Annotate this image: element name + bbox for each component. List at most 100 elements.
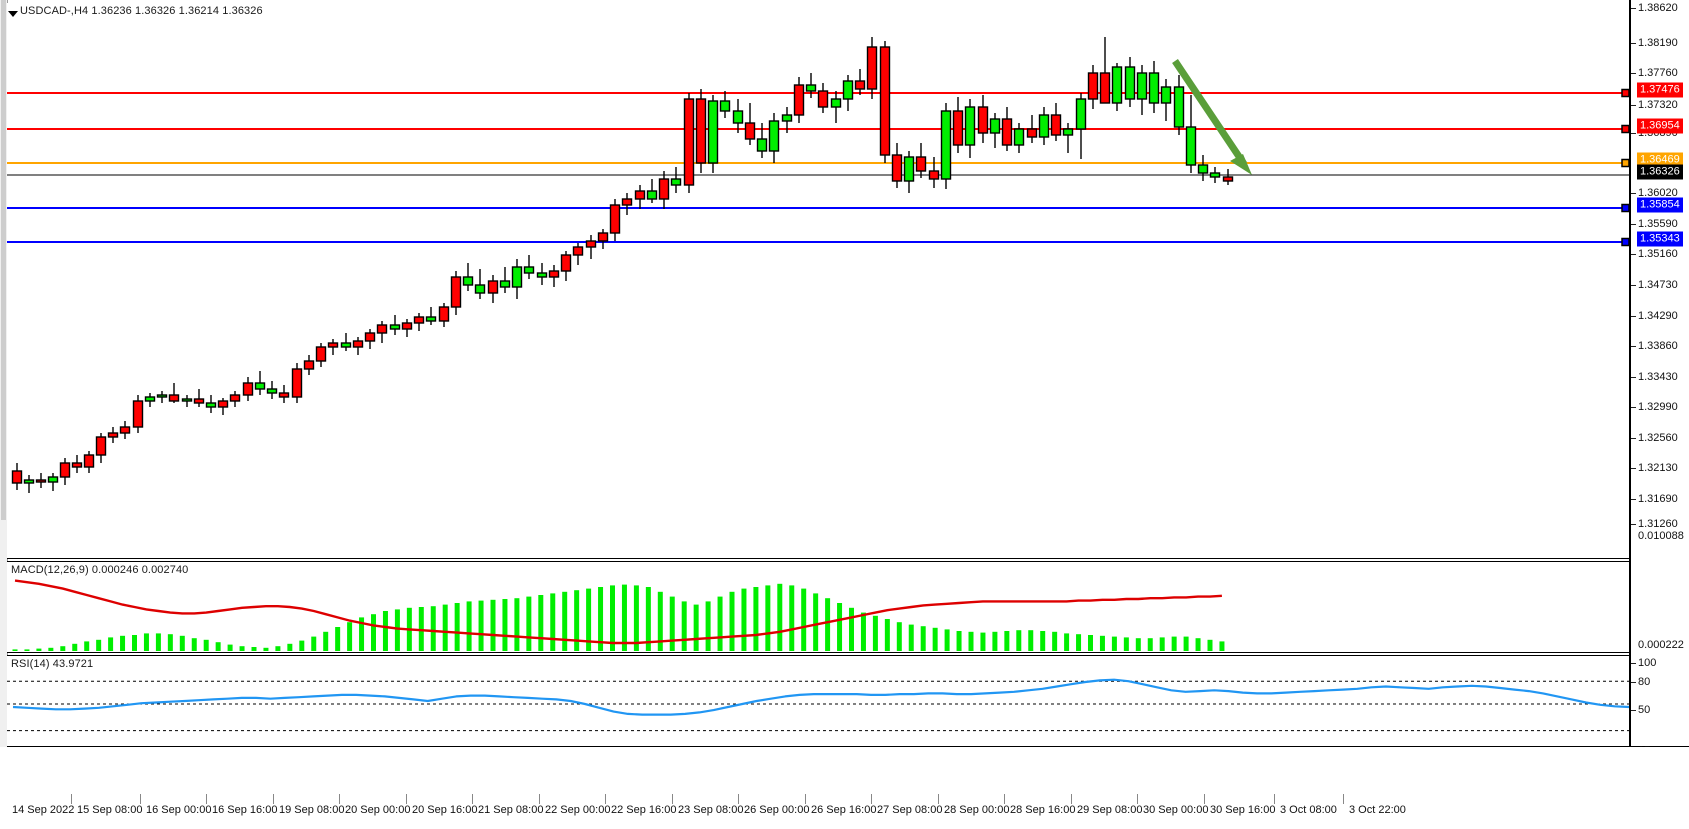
price-level-badge-red[interactable]: 1.36954 bbox=[1637, 118, 1683, 134]
candle-body bbox=[646, 190, 658, 200]
macd-histogram-bar bbox=[717, 596, 723, 651]
macd-histogram-bar bbox=[143, 633, 149, 651]
candle-body bbox=[474, 284, 486, 294]
macd-histogram-bar bbox=[645, 587, 651, 651]
candle bbox=[695, 89, 707, 173]
candle-body bbox=[401, 322, 413, 330]
price-tick bbox=[1631, 8, 1636, 9]
candle bbox=[1136, 65, 1148, 115]
time-axis-label: 3 Oct 08:00 bbox=[1280, 804, 1337, 816]
price-chart-pane[interactable] bbox=[7, 3, 1629, 559]
macd-histogram-bar bbox=[24, 649, 30, 651]
candle-body bbox=[303, 360, 315, 370]
candle-body bbox=[1013, 128, 1025, 146]
macd-histogram-bar bbox=[263, 647, 269, 651]
candle-body bbox=[242, 382, 254, 396]
candle bbox=[83, 451, 95, 473]
candle-body bbox=[1136, 72, 1148, 100]
price-level-badge-orange[interactable]: 1.36469 bbox=[1637, 152, 1683, 168]
macd-histogram-bar bbox=[777, 583, 783, 651]
candle-body bbox=[193, 398, 205, 404]
macd-plot bbox=[12, 579, 1225, 651]
candle-body bbox=[634, 190, 646, 200]
macd-histogram-bar bbox=[538, 595, 544, 651]
level-handle-1.36954[interactable] bbox=[1621, 124, 1629, 134]
level-handle-1.37476[interactable] bbox=[1621, 88, 1629, 98]
macd-indicator-pane[interactable] bbox=[7, 561, 1629, 653]
rsi-indicator-pane[interactable] bbox=[7, 655, 1629, 747]
scrollbar-thumb[interactable] bbox=[1, 0, 6, 520]
macd-histogram-bar bbox=[514, 598, 520, 651]
price-level-badge-red[interactable]: 1.37476 bbox=[1637, 82, 1683, 98]
macd-histogram-bar bbox=[1123, 637, 1129, 651]
candle bbox=[156, 391, 168, 403]
candle bbox=[891, 143, 903, 188]
macd-histogram-bar bbox=[1135, 638, 1141, 651]
candle-body bbox=[1026, 128, 1038, 138]
trend-arrow-annotation[interactable] bbox=[1172, 59, 1252, 175]
macd-histogram-bar bbox=[849, 607, 854, 651]
time-axis-separator bbox=[339, 794, 340, 804]
candle bbox=[11, 463, 23, 490]
time-axis-label: 23 Sep 08:00 bbox=[678, 804, 744, 816]
macd-histogram-bar bbox=[526, 596, 532, 651]
candle bbox=[1038, 107, 1050, 145]
macd-histogram-bar bbox=[1052, 631, 1058, 651]
candle-body bbox=[1038, 114, 1050, 138]
candle-body bbox=[781, 114, 793, 122]
candle bbox=[266, 381, 278, 399]
candle-body bbox=[536, 272, 548, 278]
candle bbox=[389, 315, 401, 335]
price-label: 1.38620 bbox=[1638, 2, 1678, 14]
time-axis-label: 26 Sep 00:00 bbox=[744, 804, 810, 816]
macd-histogram-bar bbox=[466, 601, 472, 651]
time-axis-separator bbox=[206, 794, 207, 804]
price-level-badge-blue[interactable]: 1.35854 bbox=[1637, 197, 1683, 213]
price-level-badge-black[interactable]: 1.36326 bbox=[1637, 164, 1683, 180]
price-tick bbox=[1631, 133, 1636, 134]
level-handle-1.35854[interactable] bbox=[1621, 203, 1629, 213]
candle-body bbox=[83, 454, 95, 468]
candlestick-plot bbox=[7, 37, 1629, 493]
triangle-down-icon[interactable] bbox=[8, 11, 18, 17]
macd-histogram-bar bbox=[1159, 637, 1165, 651]
time-axis-line bbox=[7, 746, 1689, 747]
level-handle-1.35343[interactable] bbox=[1621, 237, 1629, 247]
macd-histogram-bar bbox=[251, 647, 257, 651]
candle bbox=[952, 97, 964, 153]
time-axis[interactable]: 14 Sep 2022 15 Sep 08:00 16 Sep 00:00 16 Se… bbox=[0, 747, 1689, 829]
level-handle-1.36469[interactable] bbox=[1621, 158, 1629, 168]
time-axis-separator bbox=[140, 794, 141, 804]
macd-histogram-bar bbox=[155, 633, 161, 651]
macd-histogram-bar bbox=[191, 638, 197, 651]
candle-body bbox=[181, 398, 193, 402]
price-scale[interactable]: 1.386201.381901.377601.373201.368901.360… bbox=[1631, 0, 1689, 768]
candle-body bbox=[805, 84, 817, 92]
price-level-badge-blue[interactable]: 1.35343 bbox=[1637, 231, 1683, 247]
candle-body bbox=[964, 106, 976, 146]
candle-body bbox=[327, 342, 339, 348]
candle bbox=[634, 185, 646, 209]
candle bbox=[1160, 79, 1172, 121]
candle bbox=[1075, 93, 1087, 159]
candle bbox=[781, 107, 793, 133]
macd-histogram-bar bbox=[657, 591, 663, 651]
macd-signal-line bbox=[14, 579, 1222, 645]
time-axis-label: 19 Sep 08:00 bbox=[279, 804, 345, 816]
price-label: 1.35160 bbox=[1638, 248, 1678, 260]
macd-histogram-bar bbox=[335, 627, 341, 651]
candle-body bbox=[683, 98, 695, 186]
time-axis-label: 20 Sep 00:00 bbox=[345, 804, 411, 816]
time-axis-separator bbox=[406, 794, 407, 804]
candle bbox=[1124, 57, 1136, 107]
candle-body bbox=[1148, 72, 1160, 104]
macd-histogram-bar bbox=[610, 585, 615, 651]
macd-histogram-bar bbox=[430, 606, 436, 651]
candle-body bbox=[352, 340, 364, 348]
candle-body bbox=[315, 346, 327, 362]
candle bbox=[732, 99, 744, 133]
macd-histogram-bar bbox=[633, 585, 639, 651]
candle bbox=[646, 179, 658, 203]
candle bbox=[340, 333, 352, 351]
macd-histogram-bar bbox=[1171, 636, 1177, 651]
